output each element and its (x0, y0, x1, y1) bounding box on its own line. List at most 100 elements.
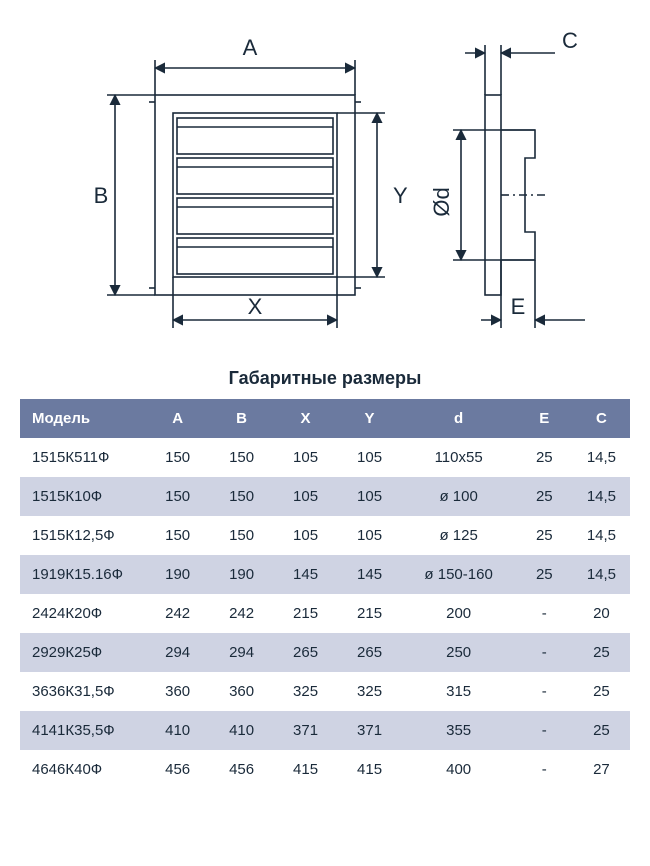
cell: 415 (274, 750, 338, 789)
cell: 250 (402, 633, 516, 672)
col-C: C (573, 399, 630, 438)
table-row: 2929К25Ф294294265265250-25 (20, 633, 630, 672)
cell: 415 (338, 750, 402, 789)
cell: 4141К35,5Ф (20, 711, 146, 750)
cell: 105 (338, 438, 402, 477)
table-row: 1919К15.16Ф190190145145ø 150-1602514,5 (20, 555, 630, 594)
cell: 105 (338, 477, 402, 516)
cell: 1515К10Ф (20, 477, 146, 516)
cell: ø 150-160 (402, 555, 516, 594)
cell: 14,5 (573, 555, 630, 594)
cell: 14,5 (573, 516, 630, 555)
table-row: 1515К12,5Ф150150105105ø 1252514,5 (20, 516, 630, 555)
col-A: A (146, 399, 210, 438)
cell: 360 (146, 672, 210, 711)
cell: 105 (338, 516, 402, 555)
cell: - (516, 594, 573, 633)
cell: 456 (146, 750, 210, 789)
cell: 25 (573, 672, 630, 711)
cell: 456 (210, 750, 274, 789)
table-row: 2424К20Ф242242215215200-20 (20, 594, 630, 633)
cell: 3636К31,5Ф (20, 672, 146, 711)
col-B: B (210, 399, 274, 438)
cell: 410 (146, 711, 210, 750)
cell: 2929К25Ф (20, 633, 146, 672)
cell: 25 (516, 438, 573, 477)
table-row: 4141К35,5Ф410410371371355-25 (20, 711, 630, 750)
cell: 325 (274, 672, 338, 711)
label-diameter: Ød (429, 187, 454, 216)
cell: 294 (210, 633, 274, 672)
table-row: 1515К511Ф150150105105110x552514,5 (20, 438, 630, 477)
cell: 360 (210, 672, 274, 711)
cell: 371 (338, 711, 402, 750)
cell: 27 (573, 750, 630, 789)
cell: 105 (274, 516, 338, 555)
cell: 150 (146, 477, 210, 516)
cell: 25 (516, 477, 573, 516)
col-X: X (274, 399, 338, 438)
cell: 2424К20Ф (20, 594, 146, 633)
dimensions-table: МодельABXYdEC 1515К511Ф150150105105110x5… (20, 399, 630, 789)
cell: 150 (210, 477, 274, 516)
cell: - (516, 633, 573, 672)
cell: 1515К511Ф (20, 438, 146, 477)
cell: 294 (146, 633, 210, 672)
col-E: E (516, 399, 573, 438)
table-row: 1515К10Ф150150105105ø 1002514,5 (20, 477, 630, 516)
cell: 215 (274, 594, 338, 633)
col-Y: Y (338, 399, 402, 438)
label-Y: Y (393, 183, 408, 208)
cell: 315 (402, 672, 516, 711)
cell: 355 (402, 711, 516, 750)
cell: 242 (146, 594, 210, 633)
cell: - (516, 711, 573, 750)
cell: - (516, 750, 573, 789)
label-B: B (94, 183, 109, 208)
cell: 265 (338, 633, 402, 672)
cell: 150 (210, 438, 274, 477)
cell: 400 (402, 750, 516, 789)
cell: 371 (274, 711, 338, 750)
diagram-svg: A B X Y C E Ød (45, 20, 605, 350)
diagram-labels: A B X Y C E Ød (94, 28, 578, 319)
label-C: C (562, 28, 578, 53)
cell: 150 (146, 516, 210, 555)
label-X: X (248, 294, 263, 319)
label-E: E (511, 294, 526, 319)
col-d: d (402, 399, 516, 438)
cell: 25 (573, 711, 630, 750)
cell: 242 (210, 594, 274, 633)
cell: 410 (210, 711, 274, 750)
cell: 190 (210, 555, 274, 594)
cell: 14,5 (573, 438, 630, 477)
cell: 1919К15.16Ф (20, 555, 146, 594)
cell: 105 (274, 438, 338, 477)
cell: 25 (516, 516, 573, 555)
table-row: 4646К40Ф456456415415400-27 (20, 750, 630, 789)
cell: 4646К40Ф (20, 750, 146, 789)
cell: 200 (402, 594, 516, 633)
col-Модель: Модель (20, 399, 146, 438)
dimension-diagram: A B X Y C E Ød (20, 20, 630, 350)
cell: 14,5 (573, 477, 630, 516)
cell: 265 (274, 633, 338, 672)
cell: 105 (274, 477, 338, 516)
cell: 150 (210, 516, 274, 555)
cell: 145 (274, 555, 338, 594)
cell: 25 (516, 555, 573, 594)
cell: 325 (338, 672, 402, 711)
cell: 215 (338, 594, 402, 633)
label-A: A (243, 35, 258, 60)
cell: 110x55 (402, 438, 516, 477)
cell: 1515К12,5Ф (20, 516, 146, 555)
cell: 190 (146, 555, 210, 594)
cell: 145 (338, 555, 402, 594)
cell: 20 (573, 594, 630, 633)
table-body: 1515К511Ф150150105105110x552514,51515К10… (20, 438, 630, 789)
cell: 25 (573, 633, 630, 672)
table-title: Габаритные размеры (20, 368, 630, 389)
table-header-row: МодельABXYdEC (20, 399, 630, 438)
cell: 150 (146, 438, 210, 477)
cell: - (516, 672, 573, 711)
